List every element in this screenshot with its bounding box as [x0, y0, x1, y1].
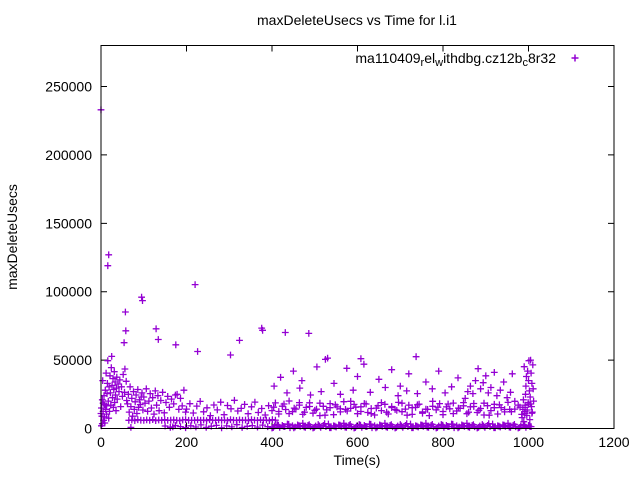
- data-points: [97, 106, 537, 432]
- plot-border: [100, 45, 615, 429]
- y-tick-label: 150000: [45, 215, 92, 231]
- y-tick-label: 100000: [45, 284, 92, 300]
- x-tick-label: 800: [431, 434, 455, 450]
- legend-series-label: ma110409relwithdbg.cz12bc8r32: [355, 50, 556, 69]
- x-tick-label: 1000: [513, 434, 544, 450]
- y-tick-label: 250000: [45, 79, 92, 95]
- plus-marker-icon: [571, 54, 579, 62]
- chart-title: maxDeleteUsecs vs Time for l.i1: [257, 12, 457, 28]
- y-tick-label: 0: [84, 421, 92, 437]
- x-tick-label: 1200: [598, 434, 629, 450]
- y-tick-label: 50000: [53, 352, 92, 368]
- legend: ma110409relwithdbg.cz12bc8r32: [355, 50, 579, 69]
- x-tick-label: 200: [175, 434, 199, 450]
- scatter-series: [97, 106, 537, 432]
- y-axis-label: maxDeleteUsecs: [4, 184, 20, 290]
- x-axis-label: Time(s): [334, 452, 381, 468]
- x-tick-label: 400: [260, 434, 284, 450]
- y-tick-label: 200000: [45, 147, 92, 163]
- x-tick-label: 600: [346, 434, 370, 450]
- x-tick-label: 0: [97, 434, 105, 450]
